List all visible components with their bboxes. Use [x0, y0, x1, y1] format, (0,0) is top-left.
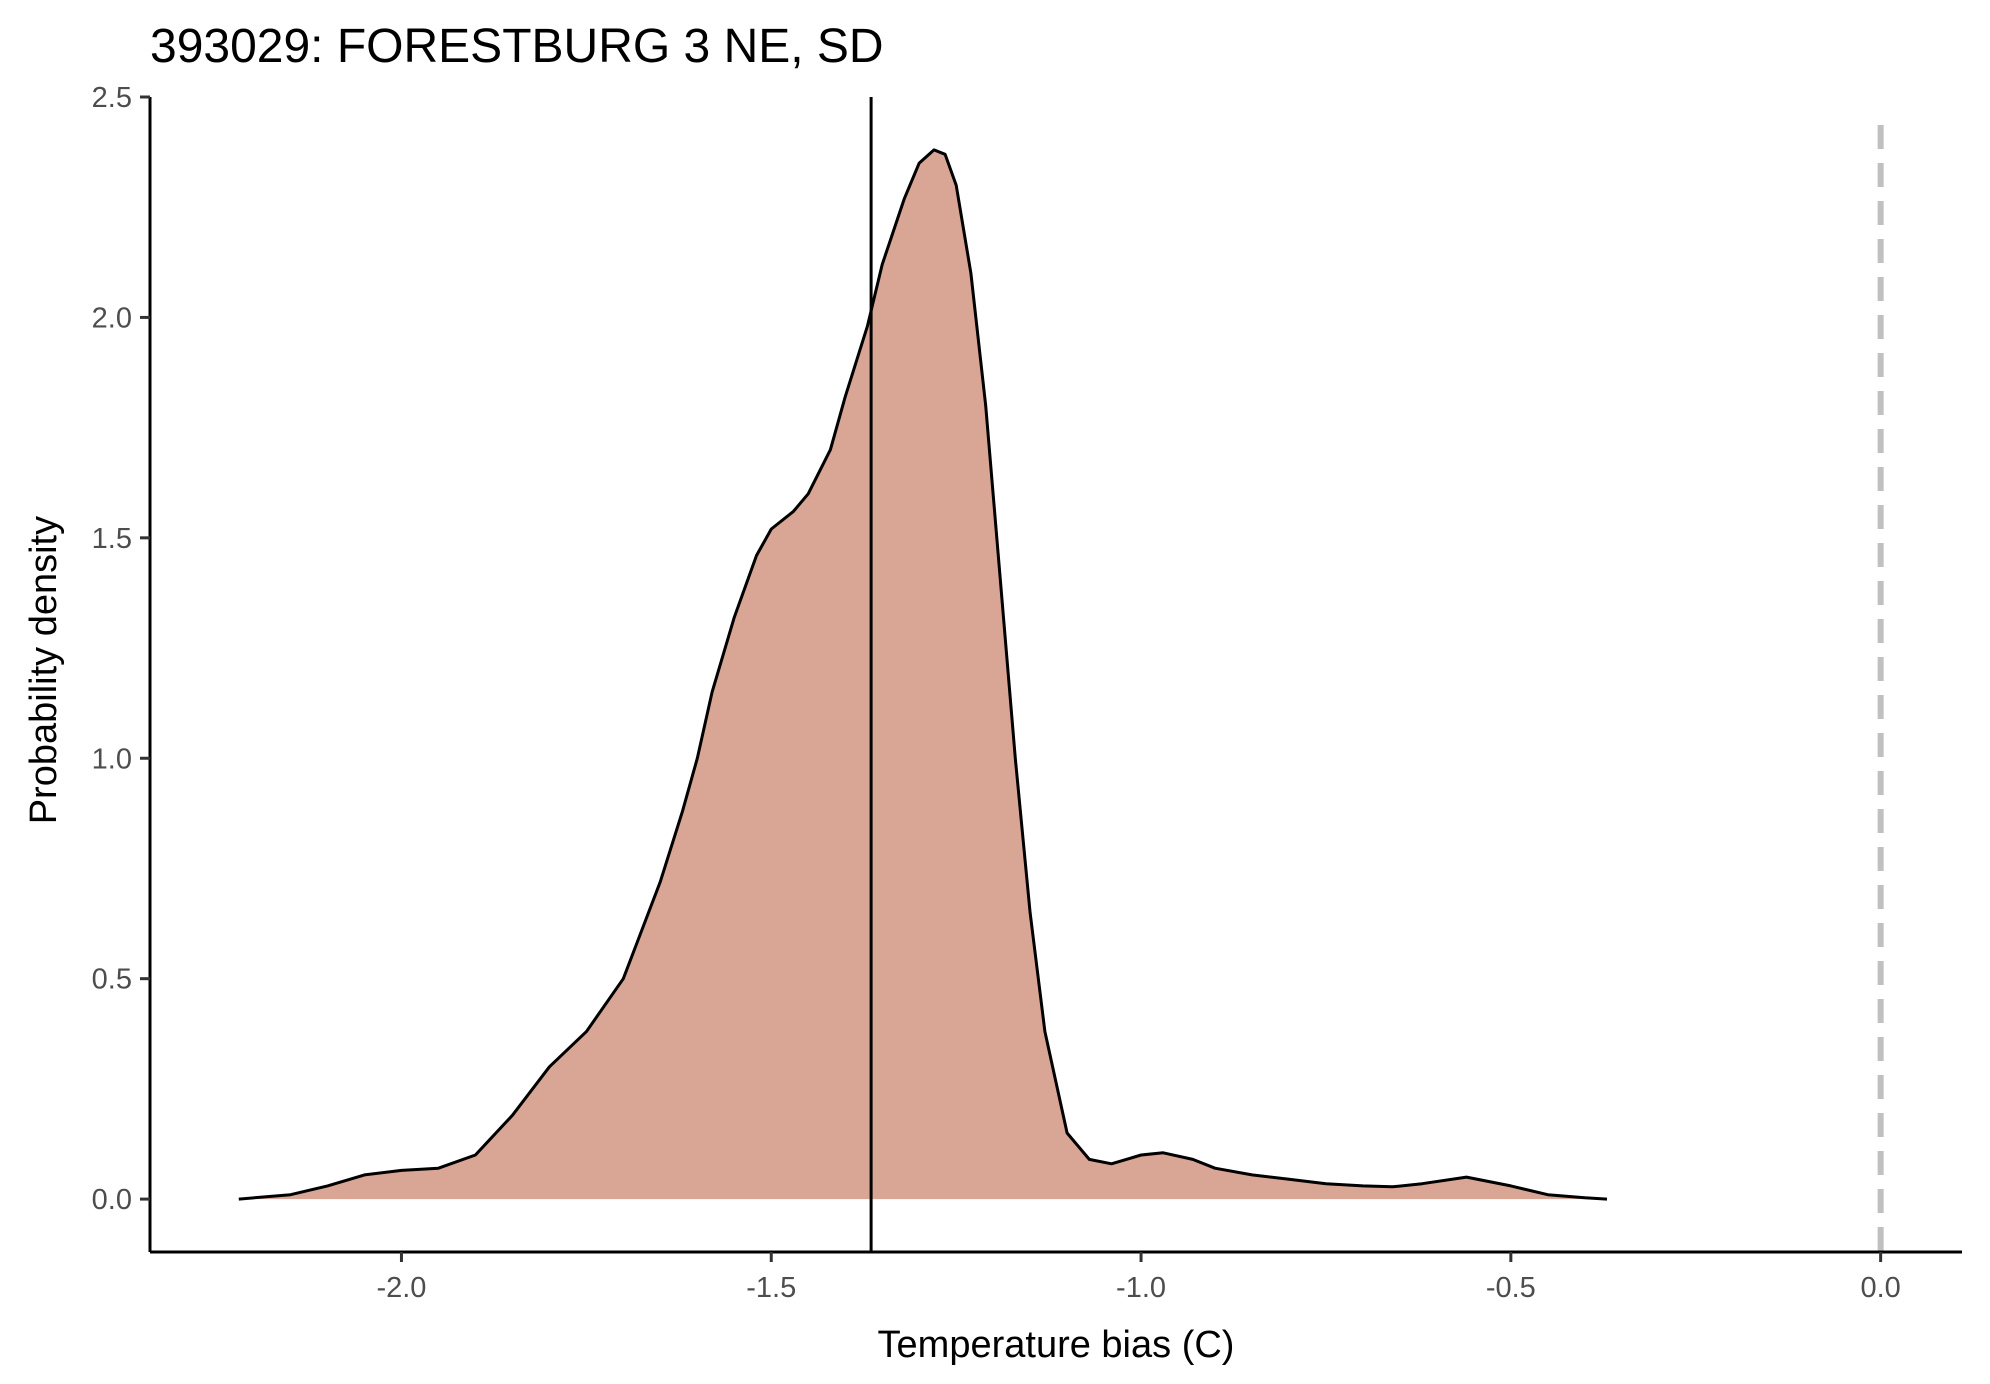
x-tick-label: -2.0	[376, 1272, 426, 1304]
x-tick-label: -1.0	[1116, 1272, 1166, 1304]
plot-area	[238, 97, 1884, 1252]
y-tick-label: 1.5	[92, 523, 132, 555]
x-tick-label: 0.0	[1860, 1272, 1900, 1304]
y-tick-label: 0.5	[92, 964, 132, 996]
density-curve-0	[238, 148, 1608, 1201]
y-tick-label: 1.0	[92, 743, 132, 775]
y-tick-label: 2.5	[92, 82, 132, 114]
axes: -2.0 -1.5 -1.0 -0.5 0.0 0.0 0.5 1.0 1.5 2.0 2.5	[92, 82, 1962, 1304]
y-tick-label: 0.0	[92, 1184, 132, 1216]
x-tick-label: -1.5	[746, 1272, 796, 1304]
x-axis-title: Temperature bias (C)	[878, 1324, 1235, 1366]
density-area-0	[238, 149, 1607, 1200]
chart-title: 393029: FORESTBURG 3 NE, SD	[150, 20, 884, 73]
x-tick-label: -0.5	[1486, 1272, 1536, 1304]
y-axis-title: Probability density	[23, 516, 65, 824]
y-tick-label: 2.0	[92, 302, 132, 334]
